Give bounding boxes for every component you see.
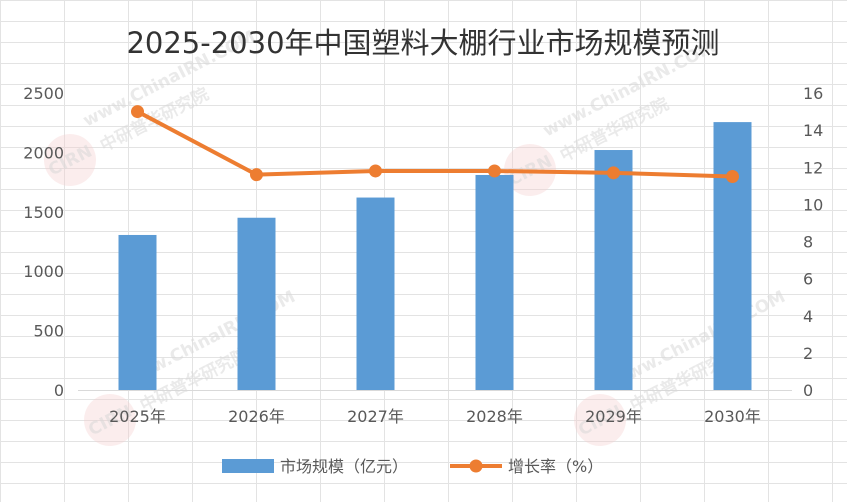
line-point — [369, 164, 382, 178]
right-tick-label: 8 — [803, 233, 813, 252]
bar — [475, 174, 514, 390]
right-tick-label: 6 — [803, 270, 813, 289]
legend-swatch-marker — [469, 459, 483, 473]
bar-series — [118, 122, 752, 390]
left-tick-label: 2000 — [23, 143, 64, 162]
left-axis: 0 500 1000 1500 2000 2500 — [23, 84, 64, 400]
chart-title: 2025-2030年中国塑料大棚行业市场规模预测 — [126, 26, 719, 60]
bar — [713, 122, 752, 390]
legend-label-line: 增长率（%） — [508, 457, 603, 476]
right-tick-label: 4 — [803, 307, 813, 326]
line-point — [726, 170, 739, 184]
line-point — [488, 164, 501, 178]
x-tick-label: 2025年 — [109, 407, 166, 426]
bar — [356, 197, 395, 390]
left-tick-label: 1500 — [23, 203, 64, 222]
bar — [118, 234, 157, 390]
x-tick-label: 2026年 — [228, 407, 285, 426]
legend-swatch-bar — [222, 459, 274, 473]
line-point — [607, 166, 620, 180]
right-tick-label: 2 — [803, 344, 813, 363]
line-series — [131, 105, 739, 184]
right-axis: 0 2 4 6 8 10 12 14 16 — [803, 84, 823, 400]
right-tick-label: 12 — [803, 158, 823, 177]
watermark-logo — [44, 134, 96, 186]
right-tick-label: 0 — [803, 381, 813, 400]
bar — [237, 217, 276, 390]
x-tick-label: 2030年 — [704, 407, 761, 426]
left-tick-label: 500 — [33, 322, 64, 341]
x-tick-label: 2027年 — [347, 407, 404, 426]
watermark-logo — [84, 394, 136, 446]
right-tick-label: 14 — [803, 121, 823, 140]
x-axis: 2025年 2026年 2027年 2028年 2029年 2030年 — [78, 390, 792, 426]
legend-label-bar: 市场规模（亿元） — [280, 457, 408, 476]
legend: 市场规模（亿元） 增长率（%） — [222, 457, 603, 476]
bar — [594, 150, 633, 390]
line-point — [250, 168, 263, 182]
right-tick-label: 16 — [803, 84, 823, 103]
left-tick-label: 1000 — [23, 262, 64, 281]
left-tick-label: 2500 — [23, 84, 64, 103]
x-tick-label: 2029年 — [585, 407, 642, 426]
right-tick-label: 10 — [803, 195, 823, 214]
x-tick-label: 2028年 — [466, 407, 523, 426]
line-point — [131, 105, 144, 119]
growth-line — [136, 109, 733, 179]
watermark-logo — [574, 394, 626, 446]
left-tick-label: 0 — [54, 381, 64, 400]
